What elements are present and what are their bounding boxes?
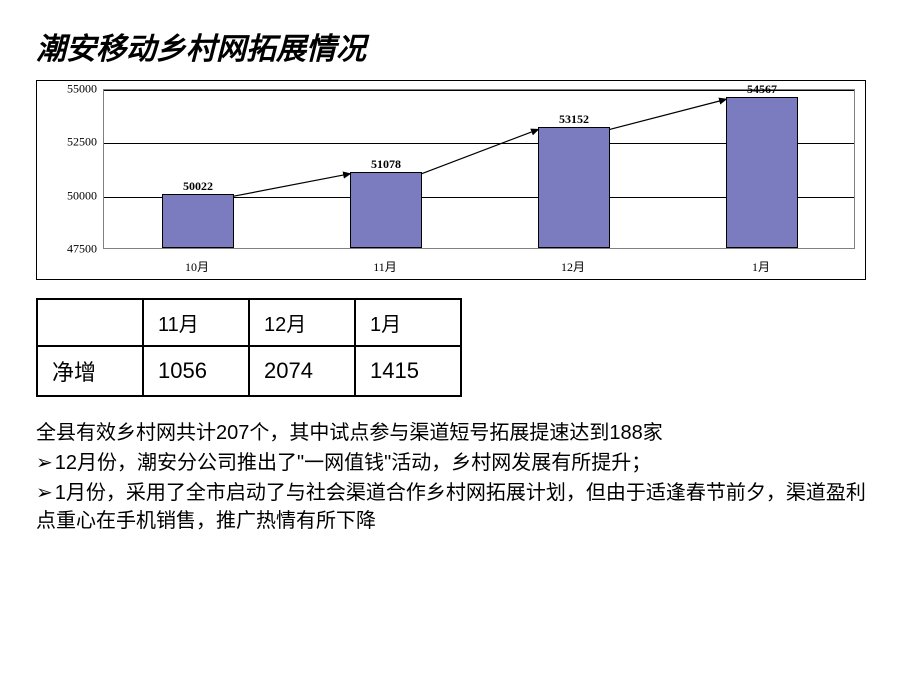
table-header-cell: 11月 <box>143 299 249 346</box>
bar-value-label: 51078 <box>371 157 401 172</box>
bar-value-label: 54567 <box>747 82 777 97</box>
table-header-cell: 1月 <box>355 299 461 346</box>
plot-area: 50022510785315254567 <box>103 89 855 249</box>
gridline <box>104 90 854 91</box>
body-line-2: 12月份，潮安分公司推出了"一网值钱"活动，乡村网发展有所提升； <box>36 449 884 477</box>
growth-table: 11月12月1月净增105620741415 <box>36 298 462 397</box>
bar-chart: 50022 51078 53152 54567 47500 50000 52500 5500… <box>36 80 866 280</box>
trend-arrow <box>234 174 351 197</box>
table-cell: 1415 <box>355 346 461 396</box>
slide-root: 潮安移动乡村网拓展情况 50022510785315254567 4750050… <box>0 0 920 561</box>
x-tick-label: 1月 <box>752 258 770 275</box>
x-tick-label: 10月 <box>185 258 209 275</box>
table-header-cell <box>37 299 143 346</box>
body-text: 全县有效乡村网共计207个，其中试点参与渠道短号拓展提速达到188家 12月份，… <box>36 419 884 535</box>
table-cell: 净增 <box>37 346 143 396</box>
y-tick-label: 47500 <box>47 242 97 257</box>
trend-arrow <box>610 99 727 129</box>
table-cell: 2074 <box>249 346 355 396</box>
y-tick-label: 50000 <box>47 188 97 203</box>
trend-arrow <box>422 129 539 173</box>
bar <box>350 172 421 248</box>
page-title: 潮安移动乡村网拓展情况 <box>36 24 884 68</box>
table-header-cell: 12月 <box>249 299 355 346</box>
bar-value-label: 53152 <box>559 112 589 127</box>
bar <box>726 97 797 248</box>
y-tick-label: 52500 <box>47 135 97 150</box>
table-cell: 1056 <box>143 346 249 396</box>
body-line-1: 全县有效乡村网共计207个，其中试点参与渠道短号拓展提速达到188家 <box>36 419 884 447</box>
bar <box>538 127 609 248</box>
x-tick-label: 12月 <box>561 258 585 275</box>
bar-value-label: 50022 <box>183 179 213 194</box>
y-tick-label: 55000 <box>47 82 97 97</box>
x-tick-label: 11月 <box>373 258 397 275</box>
body-line-3: 1月份，采用了全市启动了与社会渠道合作乡村网拓展计划，但由于适逢春节前夕，渠道盈… <box>36 479 884 535</box>
bar <box>162 194 233 248</box>
